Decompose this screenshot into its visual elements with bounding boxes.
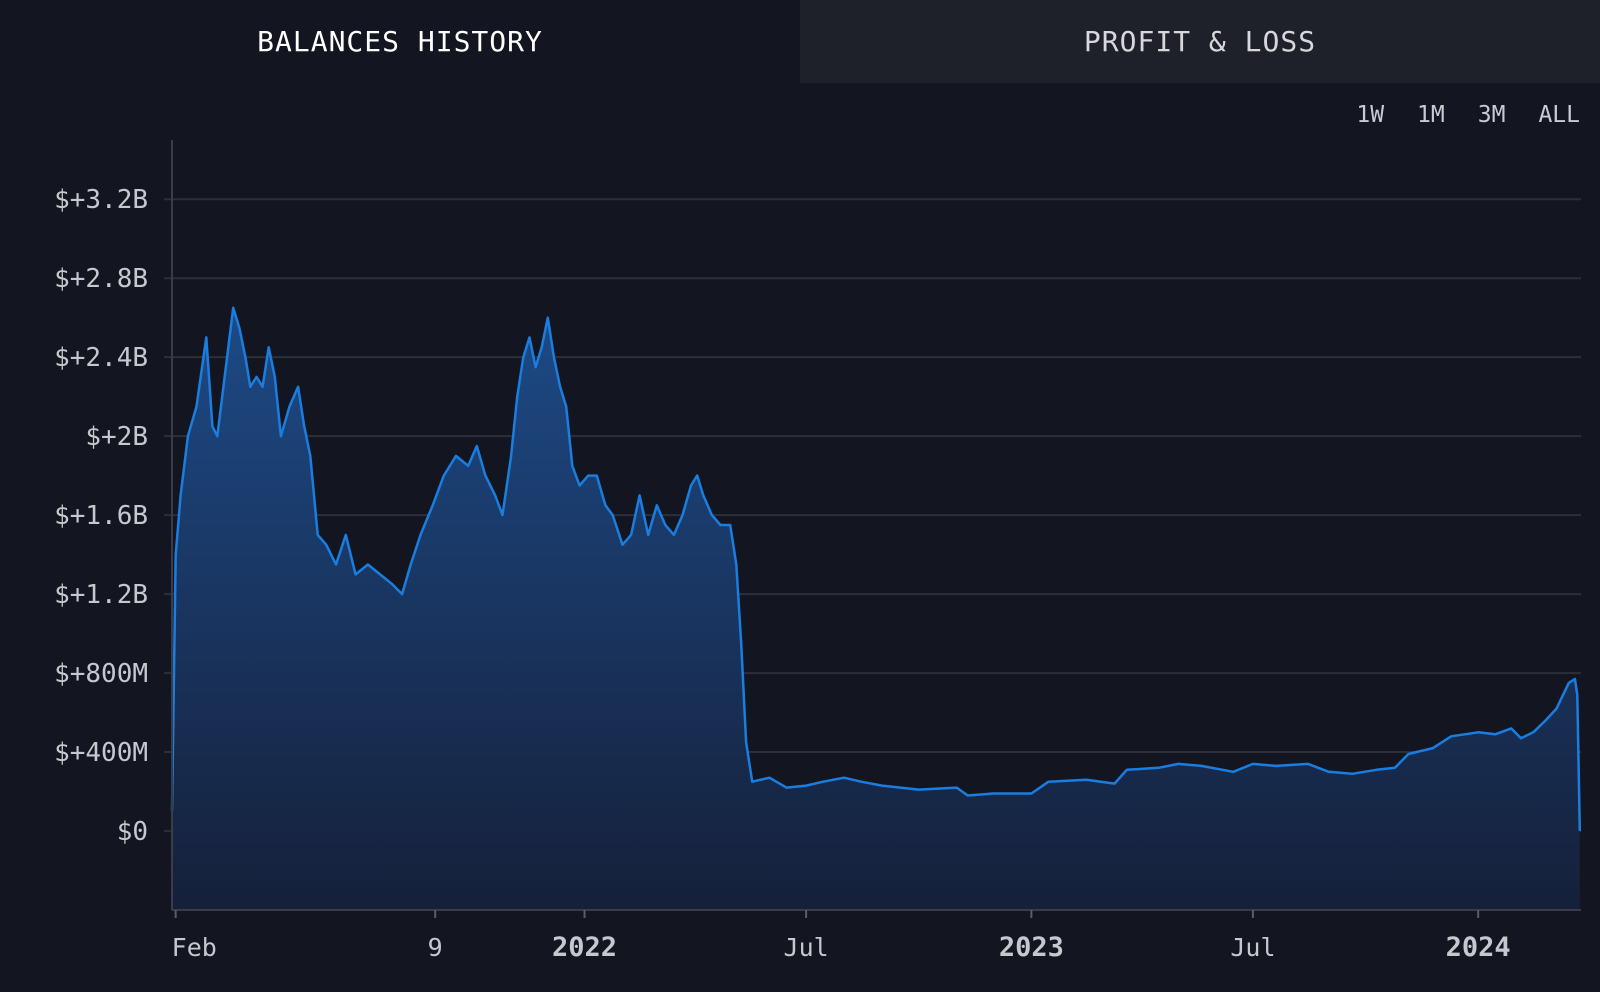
y-tick-labels: $0 $+400M $+800M $+1.2B $+1.6B $+2B $+2.4B $+2.… — [54, 185, 148, 847]
y-tick-label: $+2.4B — [54, 343, 148, 373]
y-tick-label: $+2.8B — [54, 264, 148, 294]
x-tick-label: 2022 — [552, 932, 617, 963]
x-tick-label: Feb — [172, 933, 217, 962]
balance-series-line — [170, 306, 1582, 832]
range-3m-button[interactable]: 3M — [1477, 102, 1506, 128]
range-1m-button[interactable]: 1M — [1417, 102, 1445, 128]
range-all-button[interactable]: ALL — [1538, 102, 1580, 128]
x-tick-label: 2024 — [1446, 932, 1511, 963]
tab-bar: BALANCES HISTORY PROFIT & LOSS — [0, 0, 1600, 83]
x-tick-labels: Feb 9 2022 Jul 2023 Jul 2024 — [172, 932, 1511, 963]
time-range-selector: 1W 1M 3M ALL — [1356, 102, 1600, 138]
tab-profit-and-loss[interactable]: PROFIT & LOSS — [800, 0, 1600, 83]
x-tick-label: 9 — [428, 933, 443, 962]
balance-area-fill — [172, 307, 1580, 910]
axes — [171, 140, 1581, 918]
y-tick-label: $0 — [117, 817, 148, 847]
x-tick-label: Jul — [1230, 933, 1275, 962]
y-tick-label: $+1.6B — [54, 501, 148, 531]
tab-balances-history[interactable]: BALANCES HISTORY — [0, 0, 800, 83]
y-tick-label: $+1.2B — [54, 580, 148, 610]
x-tick-label: 2023 — [999, 932, 1064, 963]
y-tick-label: $+2B — [85, 422, 148, 452]
y-tick-label: $+3.2B — [54, 185, 148, 215]
y-tick-label: $+400M — [54, 738, 148, 768]
area-layer — [170, 306, 1582, 910]
x-tick-label: Jul — [784, 933, 829, 962]
range-1w-button[interactable]: 1W — [1356, 102, 1385, 128]
y-tick-label: $+800M — [54, 659, 148, 689]
